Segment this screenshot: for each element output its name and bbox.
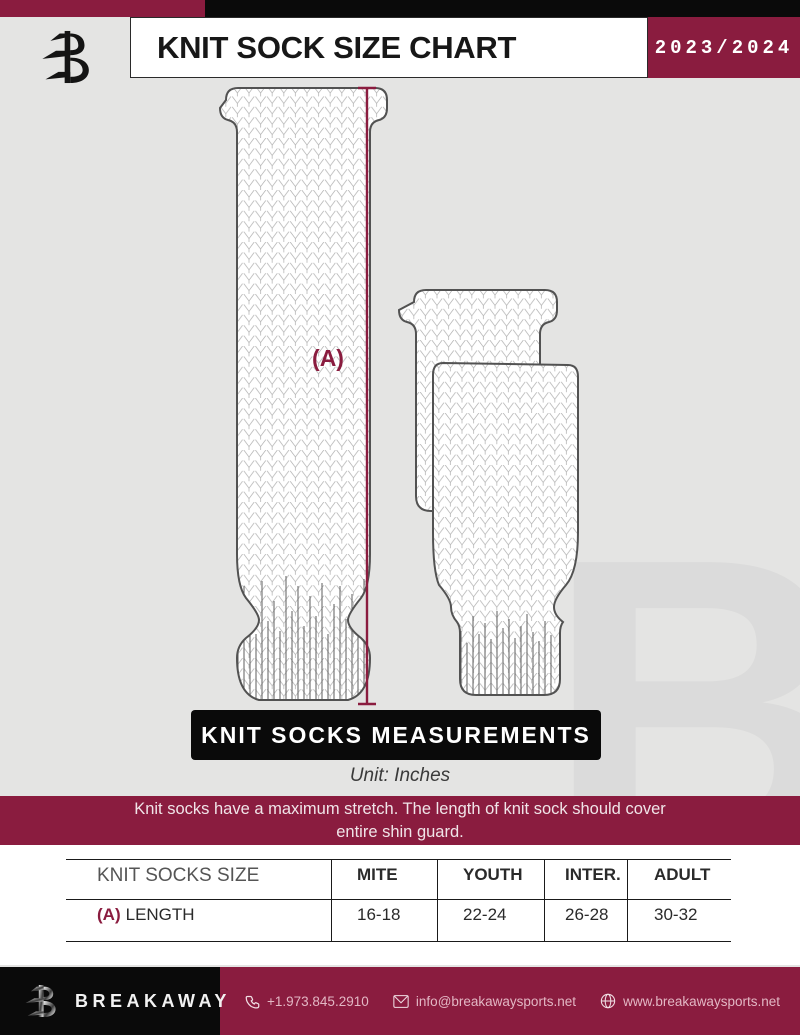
svg-text:(A): (A) (312, 345, 344, 371)
